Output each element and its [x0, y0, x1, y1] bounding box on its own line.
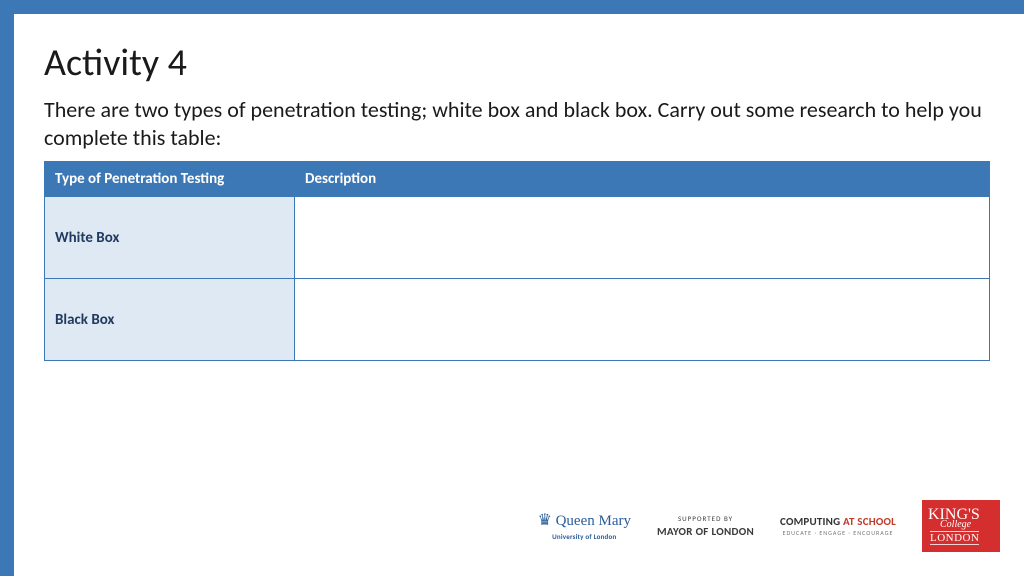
- table-header-type: Type of Penetration Testing: [45, 162, 295, 197]
- content-area: Activity 4 There are two types of penetr…: [14, 14, 1024, 361]
- logo-line: ♛ Queen Mary: [538, 511, 631, 530]
- row-desc-blackbox: [295, 279, 990, 361]
- slide-subtitle: There are two types of penetration testi…: [44, 96, 990, 151]
- mayor-of-london-logo: SUPPORTED BY MAYOR OF LONDON: [657, 514, 754, 538]
- logo-strip: ♛ Queen Mary University of London SUPPOR…: [538, 500, 1000, 552]
- cas-word2: AT SCHOOL: [843, 515, 896, 528]
- mol-main: MAYOR OF LONDON: [657, 525, 754, 538]
- cas-word1: COMPUTING: [780, 515, 843, 528]
- penetration-testing-table: Type of Penetration Testing Description …: [44, 161, 990, 361]
- table-row: Black Box: [45, 279, 990, 361]
- kcl-l3: LONDON: [930, 531, 979, 545]
- table-header-description: Description: [295, 162, 990, 197]
- row-label-whitebox: White Box: [45, 197, 295, 279]
- cas-main: COMPUTING AT SCHOOL: [780, 515, 896, 528]
- table-header-row: Type of Penetration Testing Description: [45, 162, 990, 197]
- cas-sub: EDUCATE · ENGAGE · ENCOURAGE: [783, 529, 894, 537]
- row-desc-whitebox: [295, 197, 990, 279]
- row-label-blackbox: Black Box: [45, 279, 295, 361]
- computing-at-school-logo: COMPUTING AT SCHOOL EDUCATE · ENGAGE · E…: [780, 515, 896, 537]
- table-row: White Box: [45, 197, 990, 279]
- slide: Activity 4 There are two types of penetr…: [0, 0, 1024, 576]
- qm-name: Queen Mary: [556, 513, 631, 529]
- crown-icon: ♛: [538, 511, 552, 530]
- kings-college-logo: KING'S College LONDON: [922, 500, 1000, 552]
- queen-mary-logo: ♛ Queen Mary University of London: [538, 511, 631, 541]
- kcl-l2: College: [940, 520, 971, 530]
- qm-sub: University of London: [552, 532, 616, 541]
- slide-title: Activity 4: [44, 40, 990, 86]
- mol-sup: SUPPORTED BY: [678, 514, 733, 523]
